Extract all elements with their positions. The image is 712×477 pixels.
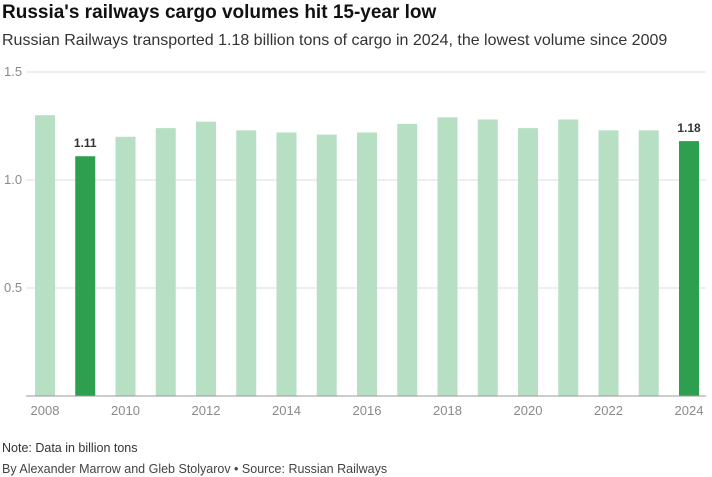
data-label-2024: 1.18 (677, 121, 701, 135)
x-tick-label: 2014 (272, 403, 301, 418)
y-tick-label: 1.5 (4, 64, 22, 79)
bar-2024 (679, 141, 699, 396)
data-label-2009: 1.11 (74, 136, 97, 150)
bar-2013 (236, 130, 257, 396)
chart-subtitle: Russian Railways transported 1.18 billio… (2, 32, 668, 49)
bar-2018 (437, 117, 458, 397)
bar-2017 (397, 123, 418, 396)
y-tick-label: 1.0 (4, 172, 22, 187)
x-tick-label: 2008 (31, 403, 60, 418)
bar-2020 (518, 128, 538, 396)
bar-2021 (558, 119, 579, 396)
x-tick-label: 2020 (514, 403, 543, 418)
bar-2011 (155, 128, 176, 396)
bar-2010 (115, 136, 136, 397)
x-tick-label: 2018 (433, 403, 462, 418)
x-tick-label: 2016 (353, 403, 382, 418)
y-tick-label: 0.5 (4, 280, 22, 295)
chart-title: Russia's railways cargo volumes hit 15-y… (2, 2, 437, 23)
bar-2012 (196, 121, 216, 397)
bar-2015 (316, 134, 337, 396)
bar-2016 (357, 132, 377, 396)
x-tick-label: 2012 (192, 403, 221, 418)
x-tick-label: 2022 (594, 403, 623, 418)
bar-2022 (598, 130, 619, 396)
bar-2009 (75, 156, 96, 396)
source-credit: By Alexander Marrow and Gleb Stolyarov •… (2, 462, 388, 476)
bar-2023 (638, 130, 659, 396)
data-note: Note: Data in billion tons (2, 441, 138, 455)
x-tick-label: 2010 (111, 403, 140, 418)
bar-2008 (35, 115, 55, 396)
bar-2014 (276, 132, 297, 396)
bar-chart: 0.5 1.0 1.5 2008 2010 2012 2014 2016 2018 2020 202… (4, 64, 706, 418)
x-tick-label: 2024 (675, 403, 704, 418)
bar-2019 (477, 119, 498, 396)
